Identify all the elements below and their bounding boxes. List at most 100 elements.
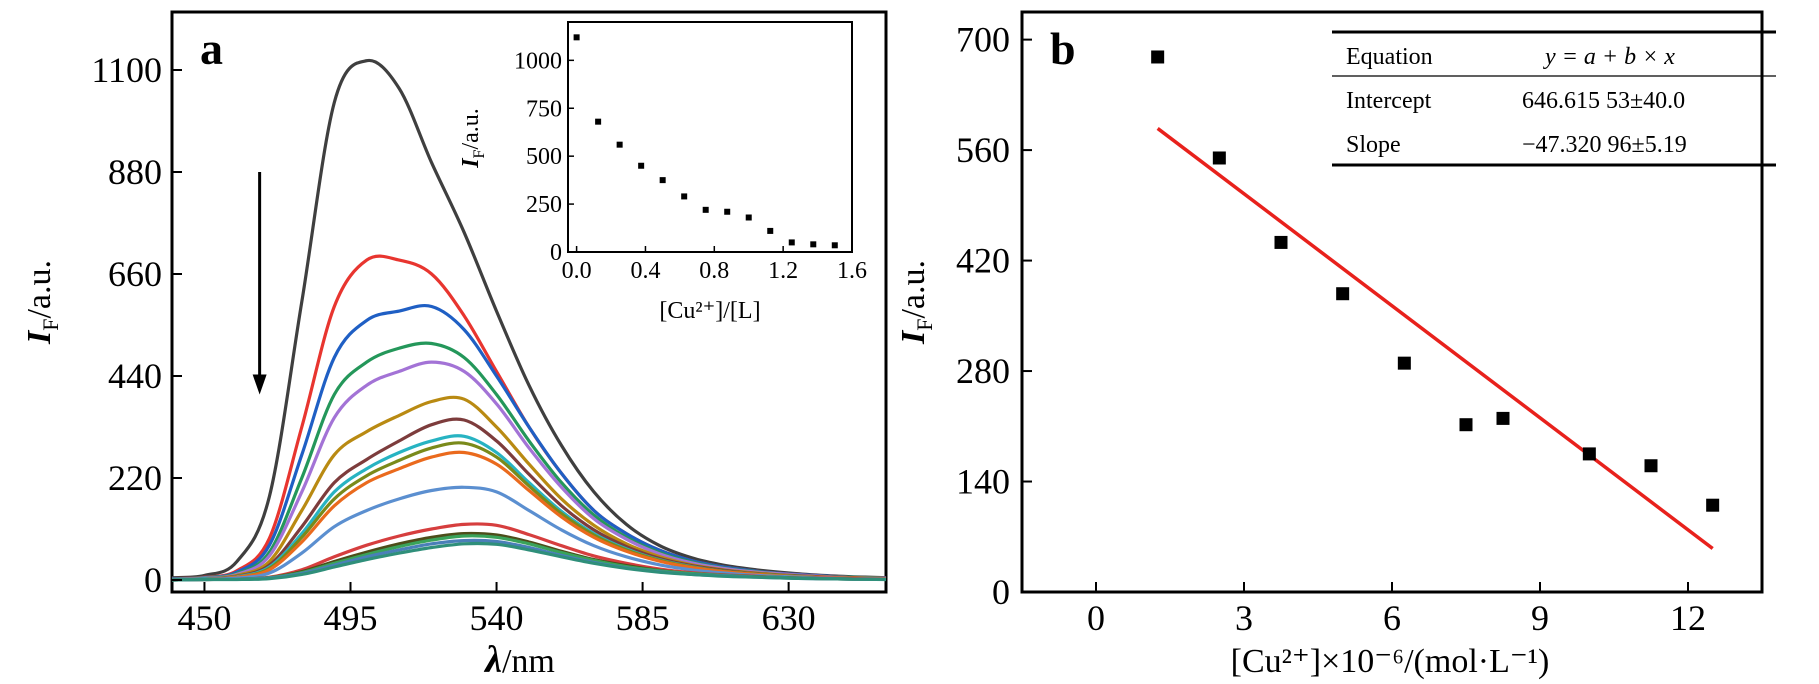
- inset-data-point: [767, 227, 774, 234]
- panel-b-data-point: [1496, 411, 1510, 425]
- panel-a-label: a: [200, 23, 223, 74]
- fit-table: Equation y = a + b × x Intercept 646.615…: [1332, 30, 1776, 167]
- inset-frame: [567, 21, 853, 253]
- panel-b-x-tick-label: 9: [1531, 598, 1549, 638]
- inset-x-tick-label: 0.0: [562, 258, 592, 284]
- inset-y-tick-label: 500: [526, 144, 562, 170]
- inset-data-point: [573, 34, 580, 41]
- panel-a: a 450 495 540 585 630 0 220 440 660 880 1100 λ/nm…: [21, 10, 888, 681]
- inset-x-tick-label: 1.6: [837, 258, 867, 284]
- table-header-formula: y = a + b × x: [1543, 44, 1675, 70]
- inset-points: [573, 34, 838, 249]
- panel-b-y-tick-label: 0: [992, 572, 1010, 612]
- panel-b-data-point: [1336, 287, 1350, 301]
- inset-data-point: [745, 214, 752, 221]
- inset-data-point: [659, 177, 666, 184]
- table-row-intercept-label: Intercept: [1346, 88, 1432, 114]
- inset-y-unit: /a.u.: [458, 108, 484, 149]
- panel-a-x-symbol: λ: [483, 639, 502, 681]
- panel-b-y-tick-label: 560: [956, 130, 1010, 170]
- inset-y-symbol: I: [458, 157, 484, 169]
- panel-a-y-tick-label: 660: [108, 254, 162, 294]
- arrow-head: [252, 374, 267, 395]
- panel-a-x-ticks: 450 495 540 585 630: [177, 582, 816, 638]
- panel-b-y-tick-label: 700: [956, 20, 1010, 60]
- inset-y-tick-label: 1000: [514, 48, 562, 74]
- panel-b-data-point: [1582, 447, 1596, 461]
- panel-b: b 0 3 6 9 12 0 140 280 420 560 700 [Cu²⁺]×10⁻⁶/(m…: [895, 10, 1776, 680]
- inset-y-axis-label: IF/a.u.: [458, 108, 488, 169]
- panel-a-x-tick-label: 495: [324, 598, 378, 638]
- inset-data-point: [616, 141, 623, 148]
- panel-b-y-axis-label: IF/a.u.: [895, 260, 937, 345]
- panel-b-data-point: [1706, 498, 1720, 512]
- panel-a-inset: 0.0 0.4 0.8 1.2 1.6 0 250 500 750 1000 [Cu²⁺]/[L…: [458, 21, 867, 324]
- panel-b-points: [1151, 50, 1720, 512]
- panel-a-y-ticks: 0 220 440 660 880 1100: [91, 50, 182, 600]
- inset-data-point: [595, 118, 602, 125]
- panel-a-y-axis-label: IF/a.u.: [21, 260, 63, 345]
- panel-b-x-tick-label: 12: [1670, 598, 1706, 638]
- panel-b-y-unit: /a.u.: [895, 260, 932, 319]
- panel-b-data-point: [1151, 50, 1165, 64]
- inset-y-ticks: 0 250 500 750 1000: [514, 48, 574, 266]
- inset-y-sub: F: [471, 149, 488, 158]
- panel-b-y-tick-label: 140: [956, 462, 1010, 502]
- inset-data-point: [681, 193, 688, 200]
- panel-a-x-axis-label: λ/nm: [483, 639, 555, 681]
- inset-x-tick-label: 1.2: [768, 258, 798, 284]
- panel-b-data-point: [1397, 356, 1411, 370]
- inset-data-point: [810, 241, 817, 248]
- panel-b-data-point: [1212, 151, 1226, 165]
- panel-a-y-sub: F: [38, 319, 63, 331]
- table-header-equation: Equation: [1346, 44, 1433, 70]
- inset-x-tick-label: 0.4: [630, 258, 660, 284]
- panel-b-y-ticks: 0 140 280 420 560 700: [956, 20, 1032, 612]
- panel-a-frame: [170, 10, 888, 594]
- inset-y-tick-label: 750: [526, 96, 562, 122]
- inset-data-point: [724, 208, 731, 215]
- inset-data-point: [638, 162, 645, 169]
- inset-x-axis-label: [Cu²⁺]/[L]: [659, 298, 760, 324]
- panel-a-x-tick-label: 450: [177, 598, 231, 638]
- panel-b-y-tick-label: 280: [956, 351, 1010, 391]
- panel-b-x-tick-label: 0: [1087, 598, 1105, 638]
- panel-b-y-tick-label: 420: [956, 241, 1010, 281]
- inset-y-tick-label: 0: [550, 240, 562, 266]
- panel-a-x-unit: /nm: [502, 643, 555, 680]
- panel-b-x-axis-label: [Cu²⁺]×10⁻⁶/(mol·L⁻¹): [1231, 643, 1550, 680]
- panel-a-y-tick-label: 220: [108, 458, 162, 498]
- inset-x-ticks: 0.0 0.4 0.8 1.2 1.6: [562, 246, 867, 284]
- inset-data-point: [702, 206, 709, 213]
- panel-b-data-point: [1644, 459, 1658, 473]
- panel-a-y-unit: /a.u.: [21, 260, 58, 319]
- panel-a-y-tick-label: 440: [108, 356, 162, 396]
- panel-a-x-tick-label: 585: [616, 598, 670, 638]
- panel-a-x-tick-label: 630: [762, 598, 816, 638]
- panel-a-x-tick-label: 540: [470, 598, 524, 638]
- panel-b-label: b: [1050, 23, 1076, 74]
- inset-x-tick-label: 0.8: [699, 258, 729, 284]
- panel-a-y-tick-label: 880: [108, 152, 162, 192]
- panel-b-y-symbol: I: [895, 329, 932, 345]
- panel-a-y-tick-label: 0: [144, 560, 162, 600]
- table-row-slope-label: Slope: [1346, 132, 1401, 158]
- inset-data-point: [788, 239, 795, 246]
- inset-data-point: [831, 242, 838, 249]
- spectrum-curve-16: [171, 541, 887, 582]
- panel-b-data-point: [1274, 235, 1288, 249]
- panel-a-y-symbol: I: [21, 329, 58, 345]
- panel-a-curves: [171, 58, 887, 582]
- table-row-intercept-value: 646.615 53±40.0: [1522, 88, 1685, 114]
- panel-b-x-ticks: 0 3 6 9 12: [1087, 582, 1706, 638]
- decrease-arrow-icon: [252, 172, 267, 395]
- panel-a-y-tick-label: 1100: [91, 50, 162, 90]
- inset-y-tick-label: 250: [526, 192, 562, 218]
- fit-line-segment: [1156, 127, 1714, 550]
- panel-b-y-sub: F: [912, 319, 937, 331]
- panel-b-x-tick-label: 6: [1383, 598, 1401, 638]
- table-row-slope-value: −47.320 96±5.19: [1522, 132, 1687, 158]
- panel-b-data-point: [1459, 418, 1473, 432]
- panel-b-x-tick-label: 3: [1235, 598, 1253, 638]
